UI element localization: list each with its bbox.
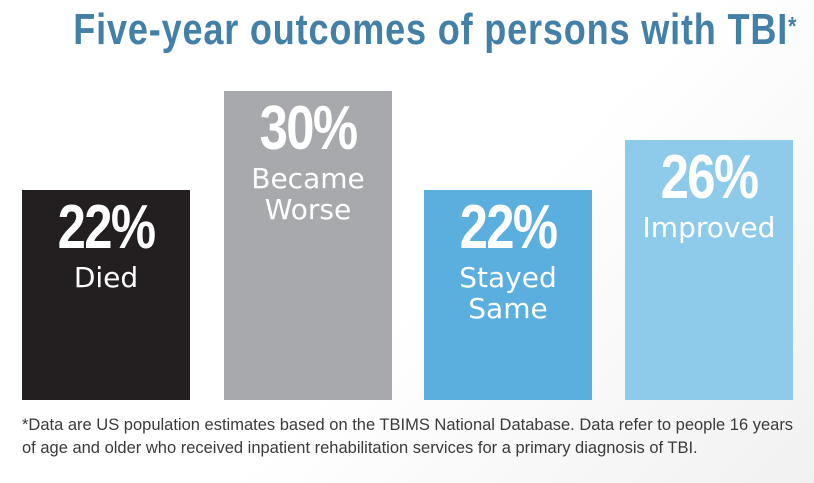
category-label: Improved	[642, 211, 776, 245]
bar-stayed-same: 22% Stayed Same	[424, 189, 592, 400]
bar-became-worse: 30% Became Worse	[224, 91, 392, 400]
chart-title: Five-year outcomes of persons with TBI*	[73, 5, 798, 54]
data-label: 30%	[259, 94, 358, 163]
data-label: 26%	[660, 143, 759, 213]
category-label: Stayed Same	[459, 260, 557, 325]
category-label: Died	[73, 260, 139, 294]
bar-improved: 26% Improved	[625, 140, 793, 400]
data-label: 22%	[57, 192, 156, 262]
bar-died: 22% Died	[22, 189, 190, 400]
data-label: 22%	[459, 192, 558, 262]
footnote: *Data are US population estimates based …	[22, 416, 794, 457]
category-label: Became Worse	[251, 162, 365, 226]
